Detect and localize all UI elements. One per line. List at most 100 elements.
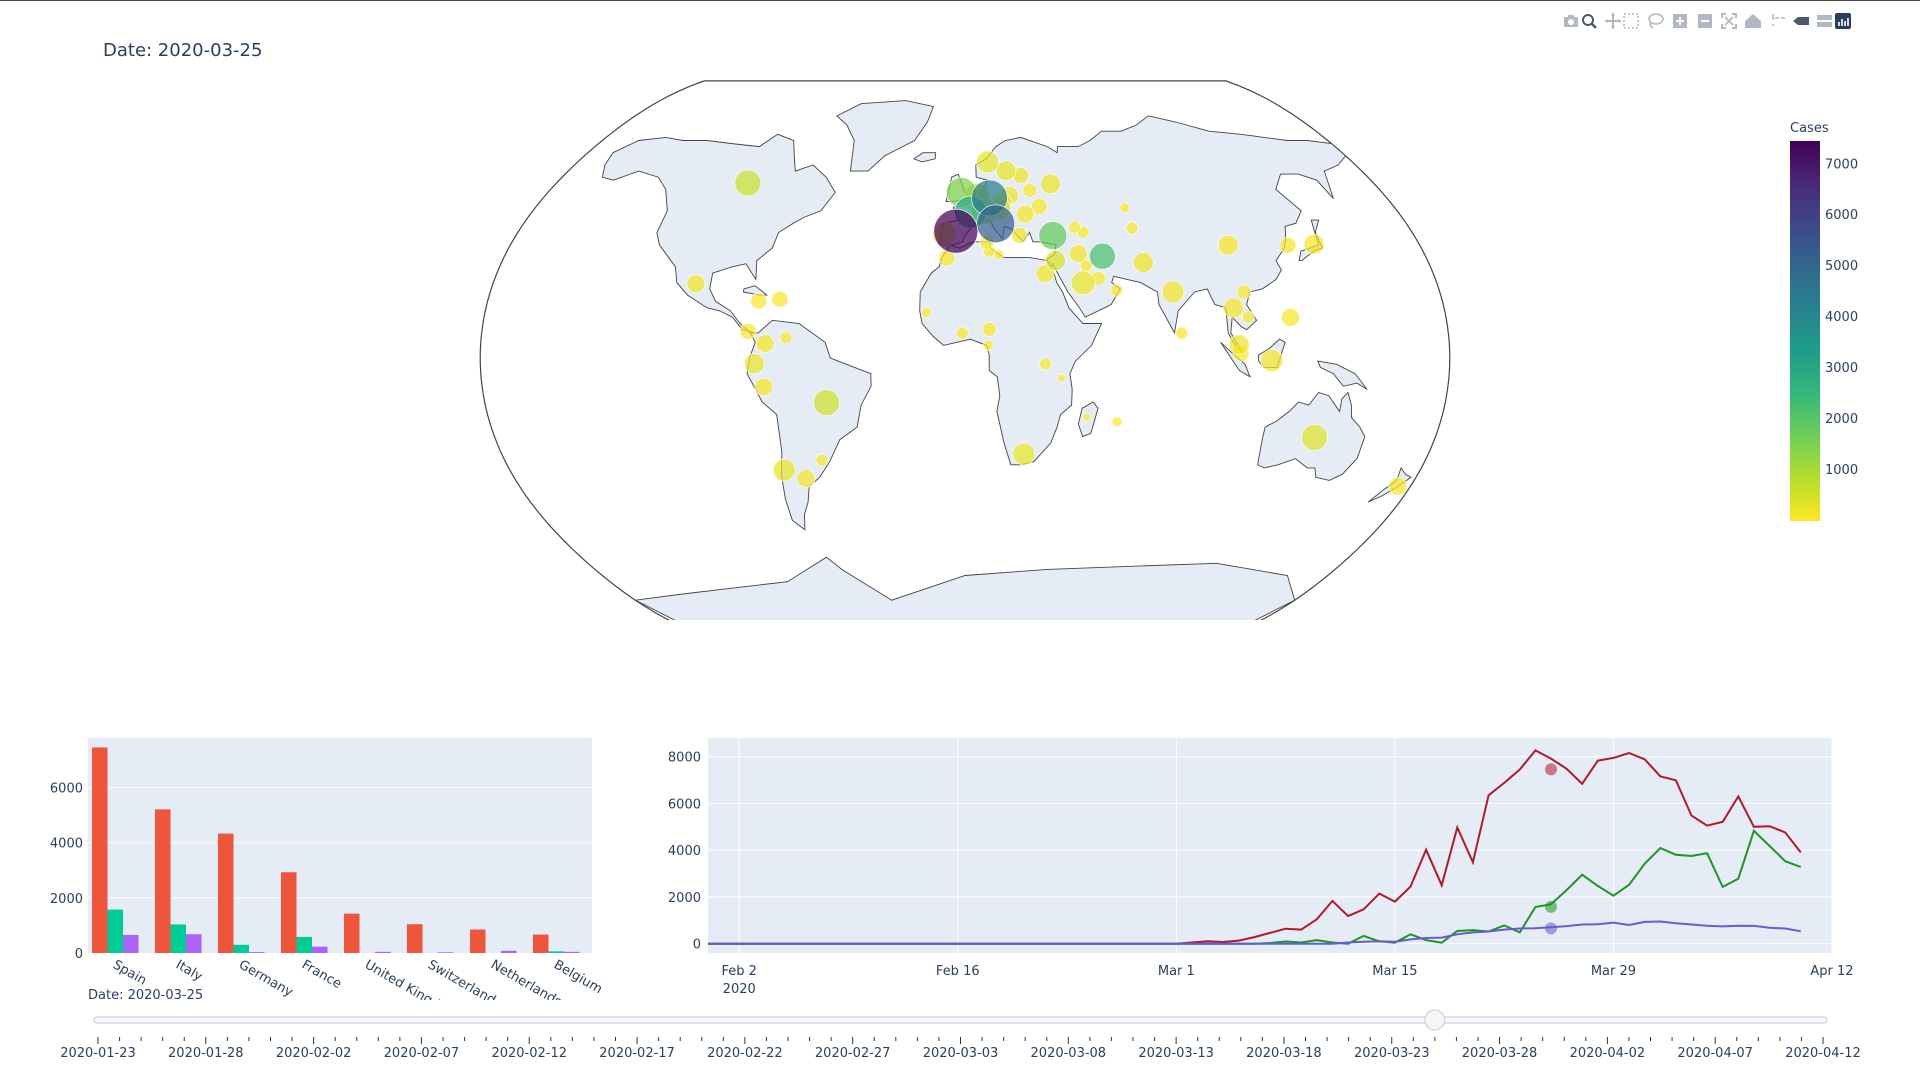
- slider-tick-label: 2020-02-27: [815, 1046, 891, 1061]
- map-bubble[interactable]: [755, 334, 775, 353]
- world-map[interactable]: Cases 1000 2000 3000 4000 5000 6000 7000: [0, 0, 1920, 620]
- map-bubble[interactable]: [1110, 284, 1123, 297]
- bar[interactable]: [107, 909, 124, 953]
- line-marker[interactable]: [1545, 900, 1557, 913]
- map-bubble[interactable]: [995, 160, 1017, 182]
- hover-closest-icon[interactable]: [1790, 10, 1812, 32]
- map-bubble[interactable]: [1125, 221, 1139, 235]
- map-bubble[interactable]: [1070, 270, 1096, 296]
- bar[interactable]: [249, 952, 265, 953]
- map-bubble[interactable]: [1082, 412, 1092, 422]
- bar[interactable]: [564, 951, 580, 953]
- map-bubble[interactable]: [976, 150, 999, 174]
- slider-handle[interactable]: [1424, 1009, 1446, 1031]
- map-bubble[interactable]: [739, 322, 757, 340]
- map-bubble[interactable]: [1012, 442, 1036, 466]
- bar[interactable]: [218, 833, 234, 953]
- bar[interactable]: [407, 924, 423, 953]
- map-bubble[interactable]: [955, 326, 969, 340]
- map-bubble[interactable]: [813, 389, 840, 416]
- map-bubble[interactable]: [1228, 334, 1250, 356]
- map-bubble[interactable]: [744, 353, 765, 374]
- bar[interactable]: [344, 913, 360, 953]
- bar[interactable]: [186, 934, 202, 953]
- map-bubble[interactable]: [920, 307, 932, 318]
- box-select-icon[interactable]: [1620, 10, 1642, 32]
- map-bubble[interactable]: [1223, 297, 1244, 319]
- map-bubble[interactable]: [1057, 373, 1066, 383]
- bar[interactable]: [281, 872, 297, 953]
- bar[interactable]: [170, 924, 187, 953]
- map-bubble[interactable]: [815, 453, 829, 467]
- map-bubble[interactable]: [1175, 326, 1188, 340]
- map-bubble[interactable]: [686, 274, 706, 294]
- map-bubble[interactable]: [771, 290, 789, 308]
- line-chart[interactable]: 0 2000 4000 6000 8000 Feb 2 2020 Feb 16 Mar 1 Mar…: [0, 0, 1920, 1000]
- map-bubble[interactable]: [1038, 221, 1068, 250]
- map-bubble[interactable]: [1281, 308, 1300, 327]
- map-bubble[interactable]: [1089, 242, 1116, 270]
- map-bubble[interactable]: [1031, 198, 1048, 215]
- colorbar-tick-label: 6000: [1825, 208, 1858, 223]
- plotly-logo-icon[interactable]: [1832, 10, 1854, 32]
- map-bubble[interactable]: [1015, 204, 1035, 224]
- map-bubble[interactable]: [750, 292, 768, 310]
- camera-icon[interactable]: [1560, 10, 1582, 32]
- bar[interactable]: [123, 934, 139, 953]
- map-bubble[interactable]: [1279, 236, 1297, 254]
- line-series[interactable]: [708, 920, 1801, 945]
- map-bubble[interactable]: [1111, 416, 1123, 428]
- zoom-in-icon[interactable]: [1669, 10, 1691, 32]
- map-bubble[interactable]: [1119, 202, 1131, 214]
- map-bubble[interactable]: [1068, 220, 1081, 234]
- spike-lines-icon[interactable]: [1767, 10, 1789, 32]
- line-marker[interactable]: [1545, 763, 1557, 776]
- slider-rail[interactable]: [93, 1016, 1828, 1024]
- map-bubble[interactable]: [1069, 244, 1088, 263]
- pan-icon[interactable]: [1602, 10, 1624, 32]
- bar[interactable]: [548, 951, 565, 953]
- map-bubble[interactable]: [1260, 349, 1284, 372]
- greenland-land: [836, 100, 935, 172]
- map-bubble[interactable]: [779, 331, 793, 345]
- map-bubble[interactable]: [1218, 234, 1239, 256]
- map-bubble[interactable]: [1035, 264, 1055, 284]
- map-bubble[interactable]: [1040, 173, 1061, 195]
- reset-axes-icon[interactable]: [1742, 10, 1764, 32]
- map-bubble[interactable]: [1045, 250, 1066, 271]
- lasso-icon[interactable]: [1644, 10, 1666, 32]
- bar[interactable]: [233, 944, 250, 953]
- map-bubble[interactable]: [1236, 284, 1252, 300]
- map-bubble[interactable]: [1133, 252, 1154, 273]
- map-bubble[interactable]: [1301, 424, 1328, 451]
- zoom-icon[interactable]: [1578, 10, 1600, 32]
- map-bubble[interactable]: [754, 377, 774, 397]
- hover-compare-icon[interactable]: [1813, 10, 1835, 32]
- bar[interactable]: [155, 809, 171, 953]
- map-bubble[interactable]: [1303, 234, 1325, 255]
- bar[interactable]: [312, 946, 328, 953]
- bar[interactable]: [296, 936, 313, 953]
- line-marker[interactable]: [1545, 922, 1557, 935]
- map-bubble[interactable]: [982, 322, 997, 337]
- map-bubble[interactable]: [1022, 183, 1037, 198]
- bar[interactable]: [438, 952, 454, 953]
- map-bubble[interactable]: [1241, 310, 1255, 324]
- bar[interactable]: [92, 747, 108, 953]
- map-bubble[interactable]: [1161, 280, 1185, 304]
- bar[interactable]: [470, 929, 486, 953]
- map-bubble[interactable]: [1388, 476, 1408, 496]
- bar[interactable]: [501, 950, 517, 953]
- autoscale-icon[interactable]: [1718, 10, 1740, 32]
- bar[interactable]: [375, 951, 391, 953]
- map-bubble[interactable]: [772, 458, 796, 482]
- map-bubble[interactable]: [933, 208, 979, 254]
- map-bubble[interactable]: [734, 169, 762, 197]
- zoom-out-icon[interactable]: [1694, 10, 1716, 32]
- map-bubble[interactable]: [796, 469, 816, 488]
- bar[interactable]: [533, 934, 549, 953]
- map-bubble[interactable]: [1039, 357, 1052, 371]
- map-bubble[interactable]: [983, 340, 994, 351]
- map-bubble[interactable]: [1011, 227, 1028, 244]
